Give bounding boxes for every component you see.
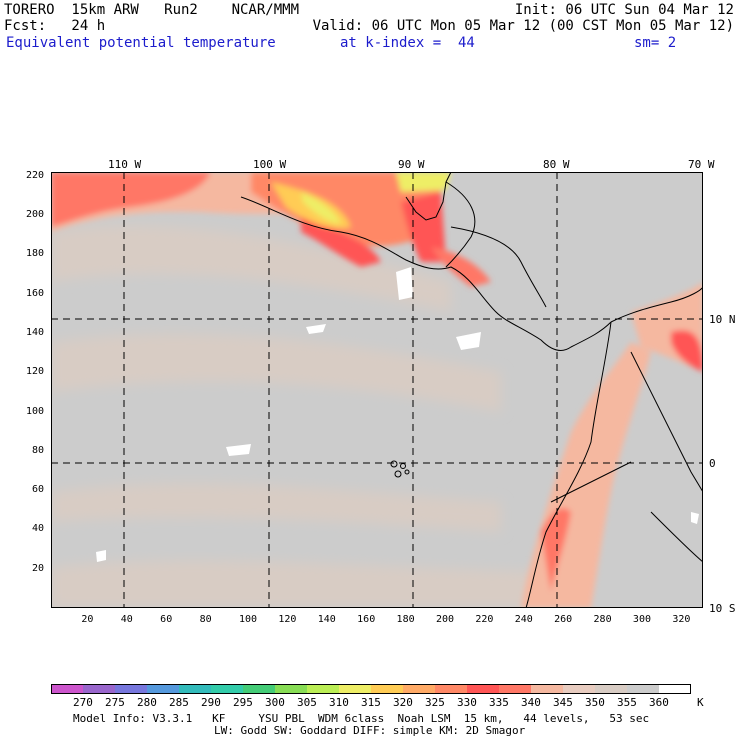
colorbar-swatch xyxy=(435,684,468,694)
cold-patches xyxy=(96,267,699,562)
colorbar-outline xyxy=(51,684,691,694)
model-title: TORERO 15km ARW Run2 NCAR/MMM xyxy=(4,2,300,18)
colorbar-swatch xyxy=(51,684,84,694)
lon-label-100w: 100 W xyxy=(253,158,287,171)
lat-label-0: 0 xyxy=(709,457,716,470)
colorbar-unit: K xyxy=(697,696,704,709)
colorbar-swatch xyxy=(563,684,596,694)
colorbar-swatch xyxy=(211,684,244,694)
x-tick-label: 220 xyxy=(475,614,494,625)
x-tick-label: 300 xyxy=(632,614,651,625)
lon-label-110w: 110 W xyxy=(108,158,142,171)
colorbar-swatch xyxy=(467,684,500,694)
colorbar-level-label: 270 xyxy=(73,696,93,709)
field-name: Equivalent potential temperature xyxy=(6,35,276,51)
physics-info: LW: Godd SW: Goddard DIFF: simple KM: 2D… xyxy=(214,724,526,737)
x-tick-label: 200 xyxy=(435,614,455,625)
equivalent-potential-temperature-map xyxy=(51,172,703,608)
x-tick-label: 280 xyxy=(593,614,612,625)
colorbar-swatch xyxy=(83,684,116,694)
colorbar xyxy=(51,684,691,694)
x-tick-label: 260 xyxy=(554,614,573,625)
lat-label-10n: 10 N xyxy=(709,313,736,326)
colorbar-level-label: 315 xyxy=(361,696,381,709)
colorbar-level-label: 305 xyxy=(297,696,317,709)
colorbar-swatch xyxy=(403,684,436,694)
x-tick-label: 180 xyxy=(396,614,415,625)
x-tick-label: 160 xyxy=(357,614,376,625)
graticule xyxy=(51,172,703,608)
hot-north xyxy=(51,172,491,287)
colorbar-level-label: 355 xyxy=(617,696,637,709)
coastlines xyxy=(240,172,703,608)
y-tick-label: 40 xyxy=(32,523,45,535)
colorbar-swatch xyxy=(499,684,532,694)
x-tick-label: 320 xyxy=(672,614,691,625)
colorbar-swatch xyxy=(531,684,564,694)
colorbar-level-label: 285 xyxy=(169,696,189,709)
lon-label-90w: 90 W xyxy=(398,158,425,171)
colorbar-swatch xyxy=(595,684,628,694)
colorbar-level-label: 290 xyxy=(201,696,221,709)
map-frame xyxy=(51,172,703,608)
colorbar-swatch xyxy=(243,684,276,694)
y-tick-label: 20 xyxy=(32,562,45,574)
colorbar-swatch xyxy=(307,684,340,694)
smoothing-label: sm= 2 xyxy=(634,35,677,51)
lat-label-10s: 10 S xyxy=(709,602,736,615)
lon-label-80w: 80 W xyxy=(543,158,570,171)
y-tick-label: 60 xyxy=(32,484,45,496)
y-tick-label: 200 xyxy=(26,209,45,221)
colorbar-level-label: 310 xyxy=(329,696,349,709)
colorbar-level-label: 345 xyxy=(553,696,573,709)
y-tick-label: 180 xyxy=(26,248,45,260)
colorbar-level-label: 325 xyxy=(425,696,445,709)
colorbar-swatch xyxy=(179,684,212,694)
x-tick-label: 120 xyxy=(278,614,297,625)
y-tick-label: 160 xyxy=(26,287,45,299)
x-tick-label: 20 xyxy=(81,614,94,625)
y-tick-label: 220 xyxy=(26,169,45,181)
colorbar-level-label: 350 xyxy=(585,696,605,709)
x-tick-label: 240 xyxy=(514,614,533,625)
valid-time: Valid: 06 UTC Mon 05 Mar 12 (00 CST Mon … xyxy=(312,18,734,34)
x-tick-label: 140 xyxy=(317,614,336,625)
colorbar-swatch xyxy=(371,684,404,694)
colorbar-level-label: 360 xyxy=(649,696,669,709)
y-tick-label: 100 xyxy=(26,405,45,417)
colorbar-swatch xyxy=(659,684,691,694)
y-tick-label: 140 xyxy=(26,327,45,339)
x-tick-label: 100 xyxy=(238,614,258,625)
level-label: at k-index = 44 xyxy=(340,35,475,51)
colorbar-level-label: 300 xyxy=(265,696,285,709)
x-tick-label: 60 xyxy=(160,614,173,625)
colorbar-swatch xyxy=(115,684,148,694)
andes-warm xyxy=(521,282,703,608)
colorbar-swatch xyxy=(147,684,180,694)
warm-bands xyxy=(51,225,551,608)
colorbar-level-label: 330 xyxy=(457,696,477,709)
colorbar-swatch xyxy=(339,684,372,694)
colorbar-swatch xyxy=(627,684,660,694)
y-tick-label: 120 xyxy=(26,366,45,378)
init-time: Init: 06 UTC Sun 04 Mar 12 xyxy=(514,2,734,18)
colorbar-swatch xyxy=(275,684,308,694)
lon-label-70w: 70 W xyxy=(688,158,715,171)
model-info: Model Info: V3.3.1 KF YSU PBL WDM 6class… xyxy=(73,712,650,725)
colorbar-level-label: 340 xyxy=(521,696,541,709)
colorbar-level-label: 320 xyxy=(393,696,413,709)
x-tick-label: 40 xyxy=(120,614,133,625)
y-tick-label: 80 xyxy=(32,444,45,456)
colorbar-level-label: 335 xyxy=(489,696,509,709)
colorbar-level-label: 295 xyxy=(233,696,253,709)
colorbar-level-label: 280 xyxy=(137,696,157,709)
forecast-hour: Fcst: 24 h xyxy=(4,18,106,34)
colorbar-level-label: 275 xyxy=(105,696,125,709)
x-tick-label: 80 xyxy=(199,614,212,625)
